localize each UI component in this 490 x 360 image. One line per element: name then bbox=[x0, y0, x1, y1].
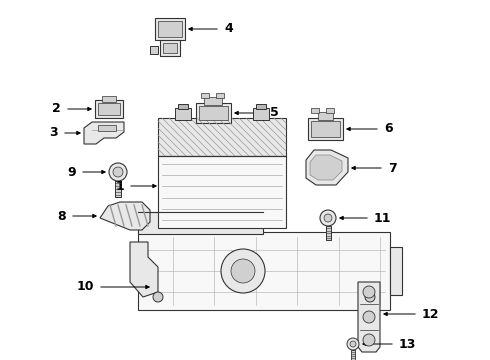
Text: 4: 4 bbox=[224, 22, 233, 36]
Bar bbox=[204, 97, 222, 105]
Circle shape bbox=[363, 311, 375, 323]
Bar bbox=[390, 247, 402, 295]
Bar bbox=[155, 18, 185, 40]
Circle shape bbox=[347, 338, 359, 350]
Bar bbox=[199, 106, 228, 120]
Bar bbox=[102, 96, 116, 102]
Circle shape bbox=[363, 334, 375, 346]
Bar bbox=[201, 93, 209, 98]
Text: 1: 1 bbox=[115, 180, 124, 193]
Text: 3: 3 bbox=[49, 126, 58, 139]
Bar bbox=[175, 108, 191, 120]
Text: 2: 2 bbox=[52, 103, 61, 116]
Bar bbox=[311, 121, 340, 137]
Polygon shape bbox=[358, 282, 380, 352]
Text: 9: 9 bbox=[68, 166, 76, 179]
Polygon shape bbox=[310, 155, 342, 180]
Bar bbox=[150, 46, 158, 54]
Circle shape bbox=[221, 249, 265, 293]
Bar bbox=[196, 103, 231, 123]
Text: 5: 5 bbox=[270, 107, 279, 120]
Text: 6: 6 bbox=[384, 122, 392, 135]
Bar bbox=[95, 100, 123, 118]
Bar bbox=[138, 212, 263, 234]
Polygon shape bbox=[100, 202, 150, 230]
Bar bbox=[216, 93, 224, 98]
Bar bbox=[98, 103, 120, 115]
Bar bbox=[311, 108, 319, 113]
Bar bbox=[178, 104, 188, 109]
Bar bbox=[158, 156, 286, 228]
Circle shape bbox=[113, 167, 123, 177]
Circle shape bbox=[324, 214, 332, 222]
Bar bbox=[256, 104, 266, 109]
Bar bbox=[318, 112, 333, 120]
Circle shape bbox=[320, 210, 336, 226]
Bar bbox=[158, 118, 286, 156]
Text: 11: 11 bbox=[374, 211, 392, 225]
Circle shape bbox=[350, 341, 356, 347]
Text: 7: 7 bbox=[388, 162, 397, 175]
Bar bbox=[158, 21, 182, 37]
Circle shape bbox=[363, 286, 375, 298]
Bar bbox=[138, 232, 390, 310]
Polygon shape bbox=[84, 122, 124, 144]
Circle shape bbox=[365, 292, 375, 302]
Polygon shape bbox=[130, 242, 158, 297]
Polygon shape bbox=[306, 150, 348, 185]
Bar bbox=[325, 226, 330, 240]
Bar bbox=[115, 181, 121, 197]
Text: 10: 10 bbox=[76, 280, 94, 293]
Circle shape bbox=[231, 259, 255, 283]
Circle shape bbox=[109, 163, 127, 181]
Bar bbox=[351, 350, 355, 360]
Bar bbox=[308, 118, 343, 140]
Bar bbox=[160, 40, 180, 56]
Circle shape bbox=[153, 292, 163, 302]
Bar bbox=[326, 108, 334, 113]
Bar bbox=[98, 125, 116, 131]
Bar bbox=[253, 108, 269, 120]
Bar bbox=[163, 43, 177, 53]
Text: 8: 8 bbox=[57, 210, 66, 222]
Text: 12: 12 bbox=[422, 307, 440, 320]
Text: 13: 13 bbox=[399, 338, 416, 351]
